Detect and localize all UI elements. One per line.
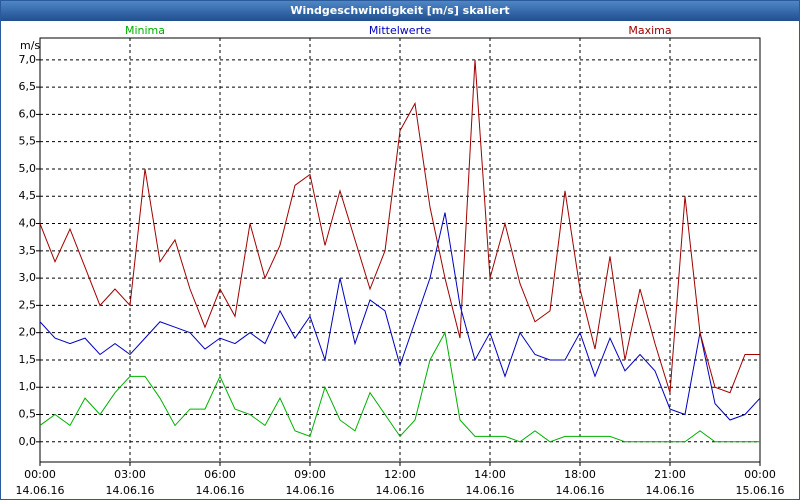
y-tick-label: 6,5 bbox=[19, 80, 37, 93]
x-tick-label: 06:00 bbox=[204, 468, 236, 481]
legend-entry: Maxima bbox=[628, 24, 671, 37]
y-tick-label: 0,5 bbox=[19, 408, 37, 421]
y-tick-label: 4,0 bbox=[19, 217, 37, 230]
y-tick-label: 3,5 bbox=[19, 244, 37, 257]
y-tick-label: 7,0 bbox=[19, 53, 37, 66]
x-tick-label: 03:00 bbox=[114, 468, 146, 481]
y-tick-label: 6,0 bbox=[19, 107, 37, 120]
y-tick-label: 1,0 bbox=[19, 380, 37, 393]
legend-entry: Minima bbox=[125, 24, 165, 37]
y-axis-label: m/s bbox=[20, 39, 40, 52]
x-tick-date: 14.06.16 bbox=[106, 484, 155, 497]
y-tick-label: 1,5 bbox=[19, 353, 37, 366]
x-tick-label: 21:00 bbox=[654, 468, 686, 481]
x-tick-date: 14.06.16 bbox=[286, 484, 335, 497]
x-tick-date: 15.06.16 bbox=[736, 484, 785, 497]
y-tick-label: 0,0 bbox=[19, 435, 37, 448]
series-line bbox=[39, 212, 761, 421]
x-tick-label: 00:00 bbox=[24, 468, 56, 481]
x-tick-date: 14.06.16 bbox=[646, 484, 695, 497]
title-bar: Windgeschwindigkeit [m/s] skaliert bbox=[1, 1, 799, 21]
y-tick-label: 2,5 bbox=[19, 298, 37, 311]
x-tick-date: 14.06.16 bbox=[376, 484, 425, 497]
y-tick-label: 5,0 bbox=[19, 162, 37, 175]
series-line bbox=[39, 331, 760, 443]
x-tick-label: 18:00 bbox=[564, 468, 596, 481]
x-tick-label: 00:00 bbox=[744, 468, 776, 481]
x-tick-date: 14.06.16 bbox=[556, 484, 605, 497]
x-tick-date: 14.06.16 bbox=[196, 484, 245, 497]
series-line bbox=[39, 59, 760, 394]
y-tick-label: 2,0 bbox=[19, 326, 37, 339]
x-tick-date: 14.06.16 bbox=[16, 484, 65, 497]
y-tick-label: 5,5 bbox=[19, 135, 37, 148]
legend-entry: Mittelwerte bbox=[369, 24, 432, 37]
y-tick-label: 3,0 bbox=[19, 271, 37, 284]
x-tick-label: 09:00 bbox=[294, 468, 326, 481]
x-tick-label: 12:00 bbox=[384, 468, 416, 481]
x-tick-label: 14:00 bbox=[474, 468, 506, 481]
y-tick-label: 4,5 bbox=[19, 189, 37, 202]
x-tick-date: 14.06.16 bbox=[466, 484, 515, 497]
